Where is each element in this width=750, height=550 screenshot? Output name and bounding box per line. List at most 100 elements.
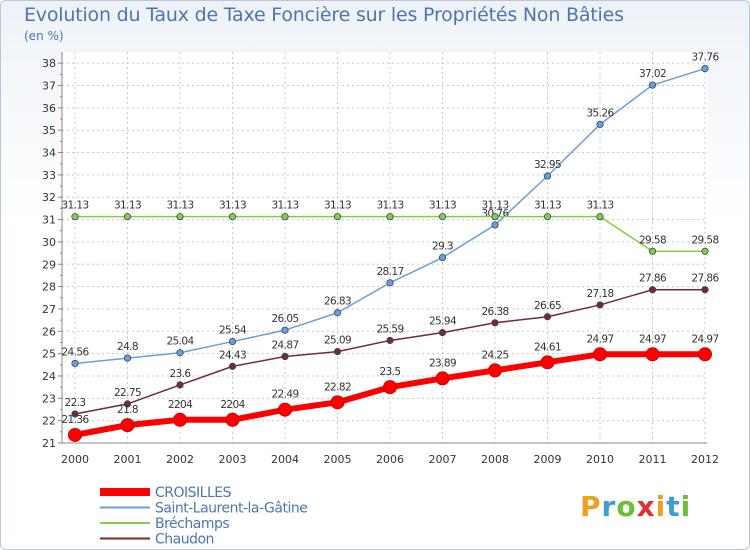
data-point bbox=[333, 213, 342, 221]
x-tick-label: 2010 bbox=[586, 453, 614, 466]
data-point bbox=[386, 279, 394, 287]
data-label: 24.97 bbox=[586, 333, 613, 345]
data-point bbox=[176, 349, 184, 357]
data-point bbox=[71, 410, 79, 418]
y-tick-label: 27 bbox=[42, 303, 56, 316]
data-point bbox=[543, 172, 552, 180]
series-chaudon: 22.3 22.75 23.6 24.43 24.87 25.09 25.59 25.94 26… bbox=[65, 273, 720, 418]
data-label: 26.65 bbox=[534, 300, 561, 312]
data-label: 24.25 bbox=[481, 349, 508, 361]
y-tick-label: 21 bbox=[42, 437, 56, 450]
series-croisilles: 21.36 21.8 2204 2204 22.49 22.82 23.5 23.89 24.2… bbox=[61, 333, 719, 442]
data-label: 31.13 bbox=[376, 200, 403, 212]
y-tick-label: 23 bbox=[42, 392, 56, 405]
legend-label: CROISILLES bbox=[155, 485, 232, 501]
data-point bbox=[596, 213, 604, 221]
data-label: 31.13 bbox=[114, 200, 141, 212]
data-label: 25.09 bbox=[324, 335, 351, 347]
x-tick-label: 2008 bbox=[481, 453, 509, 466]
data-point bbox=[228, 337, 237, 346]
data-point bbox=[120, 418, 135, 433]
legend-label: Saint-Laurent-la-Gâtine bbox=[155, 501, 307, 517]
data-point bbox=[701, 64, 709, 73]
data-point bbox=[593, 347, 607, 362]
data-label: 29.58 bbox=[691, 234, 718, 246]
data-point bbox=[225, 412, 240, 427]
x-tick-label: 2003 bbox=[219, 453, 247, 466]
data-point bbox=[491, 319, 499, 327]
unit-note: (en %) bbox=[24, 29, 64, 43]
data-label: 35.26 bbox=[586, 107, 614, 119]
y-tick-label: 38 bbox=[42, 57, 56, 70]
x-tick-label: 2004 bbox=[271, 453, 299, 466]
data-point bbox=[543, 313, 552, 321]
data-label: 22.82 bbox=[324, 381, 351, 393]
data-label: 23.89 bbox=[429, 357, 456, 369]
data-point bbox=[386, 336, 394, 345]
data-point bbox=[333, 348, 342, 356]
data-label: 31.13 bbox=[534, 200, 561, 212]
y-tick-label: 28 bbox=[42, 281, 56, 294]
data-label: 27.86 bbox=[691, 273, 719, 285]
data-label: 21.36 bbox=[61, 414, 89, 426]
data-point bbox=[540, 355, 555, 370]
data-point bbox=[438, 329, 447, 337]
data-point bbox=[176, 381, 184, 389]
data-point bbox=[281, 352, 289, 361]
legend-label: Chaudon bbox=[155, 532, 214, 548]
data-label: 31.13 bbox=[586, 200, 613, 212]
x-tick-label: 2006 bbox=[376, 453, 404, 466]
y-tick-label: 26 bbox=[42, 325, 56, 338]
data-label: 32.95 bbox=[534, 159, 561, 171]
data-point bbox=[648, 81, 657, 89]
data-point bbox=[648, 247, 657, 255]
data-point bbox=[491, 213, 499, 221]
data-point bbox=[543, 213, 552, 221]
chart-title: Evolution du Taux de Taxe Foncière sur l… bbox=[24, 4, 624, 26]
data-point bbox=[281, 213, 289, 221]
data-point bbox=[228, 362, 237, 370]
y-tick-label: 37 bbox=[42, 80, 56, 93]
data-point bbox=[71, 213, 79, 221]
series-br-champs: 31.13 31.13 31.13 31.13 31.13 31.13 31.13 31.13… bbox=[61, 200, 719, 255]
data-point bbox=[123, 400, 132, 408]
data-label: 24.97 bbox=[691, 333, 718, 345]
data-label: 25.94 bbox=[429, 316, 457, 328]
data-point bbox=[123, 354, 132, 362]
data-label: 23.6 bbox=[170, 368, 192, 380]
data-point bbox=[491, 221, 499, 229]
data-point bbox=[701, 286, 709, 294]
y-tick-label: 31 bbox=[42, 214, 56, 227]
data-point bbox=[698, 347, 712, 362]
data-label: 31.13 bbox=[324, 200, 351, 212]
x-tick-label: 2012 bbox=[691, 453, 719, 466]
data-label: 24.56 bbox=[61, 346, 89, 358]
data-label: 24.61 bbox=[534, 341, 561, 353]
y-tick-label: 29 bbox=[42, 258, 56, 271]
data-point bbox=[281, 326, 289, 334]
data-point bbox=[228, 213, 237, 221]
data-label: 27.18 bbox=[586, 288, 613, 300]
data-label: 31.13 bbox=[219, 200, 246, 212]
data-point bbox=[176, 213, 184, 221]
data-label: 22.75 bbox=[114, 387, 141, 399]
data-label: 24.43 bbox=[219, 349, 246, 361]
data-point bbox=[386, 213, 394, 221]
data-label: 31.13 bbox=[481, 200, 508, 212]
x-tick-label: 2007 bbox=[429, 453, 457, 466]
x-tick-label: 2005 bbox=[324, 453, 352, 466]
data-label: 23.5 bbox=[380, 366, 401, 378]
data-label: 27.86 bbox=[639, 273, 667, 285]
data-point bbox=[68, 427, 82, 442]
data-label: 31.13 bbox=[61, 200, 88, 212]
data-label: 26.38 bbox=[481, 306, 508, 318]
legend-label: Bréchamps bbox=[155, 516, 229, 532]
data-label: 29.3 bbox=[432, 241, 453, 253]
data-label: 26.05 bbox=[271, 313, 298, 325]
data-point bbox=[488, 363, 502, 378]
proxiti-logo: Proxiti bbox=[580, 490, 692, 523]
x-tick-label: 2000 bbox=[61, 453, 89, 466]
data-label: 37.02 bbox=[639, 68, 666, 80]
data-point bbox=[596, 120, 604, 128]
